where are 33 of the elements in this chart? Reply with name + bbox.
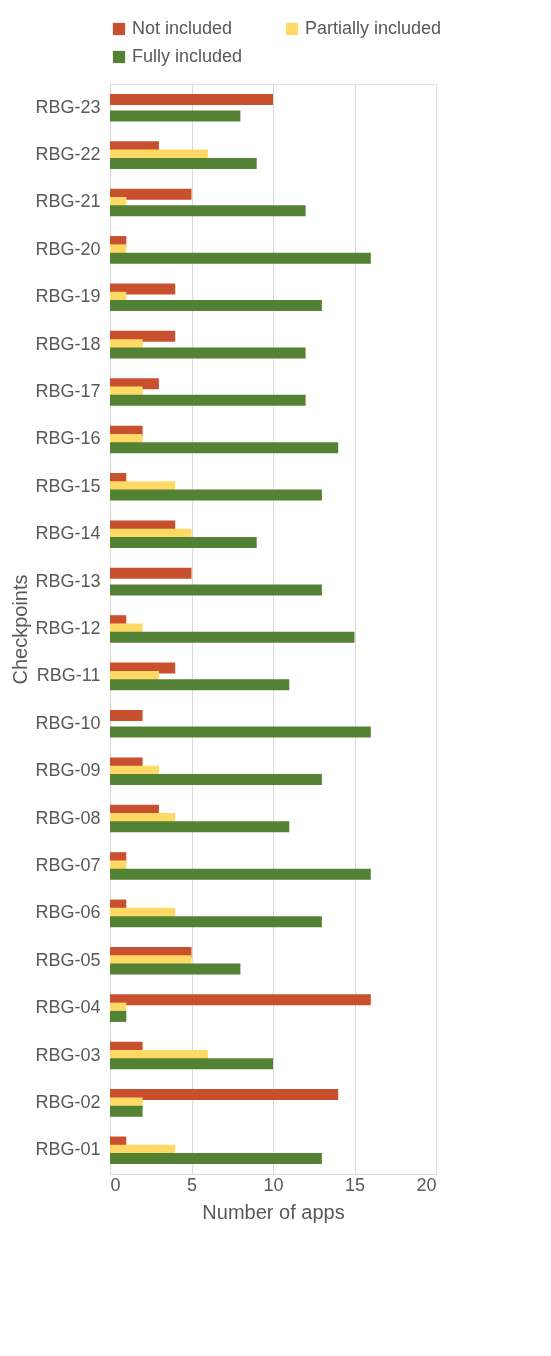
x-tick-label: 15	[344, 1174, 366, 1195]
legend-label: Fully included	[132, 46, 243, 66]
y-tick-label: RBG-06	[35, 902, 101, 923]
y-tick-label: RBG-03	[35, 1044, 101, 1065]
y-tick-label: RBG-07	[35, 854, 101, 875]
y-tick-label: RBG-10	[35, 712, 101, 733]
y-tick-label: RBG-08	[35, 807, 101, 828]
y-tick-label: RBG-12	[35, 618, 101, 638]
x-tick-label: 10	[263, 1174, 284, 1195]
x-tick-label: 0	[110, 1174, 121, 1195]
y-axis-title: Checkpoints	[9, 574, 32, 685]
x-tick-label: 5	[186, 1174, 198, 1195]
y-tick-label: RBG-01	[35, 1139, 101, 1160]
y-tick-label: RBG-18	[35, 333, 101, 354]
y-tick-label: RBG-14	[35, 523, 101, 544]
y-tick-label: RBG-21	[35, 191, 101, 212]
y-tick-label: RBG-02	[35, 1091, 101, 1112]
y-tick-label: RBG-20	[35, 238, 101, 259]
legend-label: Not included	[132, 18, 233, 38]
y-tick-label: RBG-05	[35, 949, 101, 970]
x-tick-label: 20	[416, 1174, 437, 1195]
y-tick-label: RBG-04	[35, 997, 101, 1018]
y-tick-label: RBG-23	[35, 96, 101, 117]
x-axis-title: Number of apps	[202, 1200, 345, 1223]
y-tick-label: RBG-15	[35, 475, 101, 496]
y-tick-label: RBG-11	[36, 665, 101, 686]
y-tick-label: RBG-22	[35, 144, 101, 165]
y-tick-label: RBG-19	[35, 286, 101, 307]
y-tick-label: RBG-09	[35, 760, 101, 781]
y-tick-label: RBG-13	[35, 570, 101, 591]
y-tick-label: RBG-17	[35, 381, 101, 402]
y-tick-label: RBG-16	[35, 428, 101, 449]
legend-label: Partially included	[305, 18, 442, 38]
